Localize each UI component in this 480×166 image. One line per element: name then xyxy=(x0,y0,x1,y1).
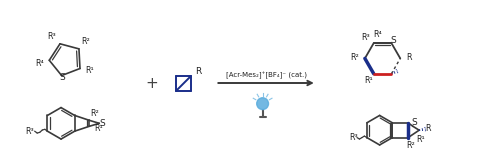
Text: [Acr-Mes₂]⁺[BF₄]⁻ (cat.): [Acr-Mes₂]⁺[BF₄]⁻ (cat.) xyxy=(226,72,307,79)
Text: R³: R³ xyxy=(350,133,359,142)
Text: R¹: R¹ xyxy=(85,66,94,75)
Text: R²: R² xyxy=(82,38,90,46)
Text: R²: R² xyxy=(90,109,99,118)
Text: S: S xyxy=(99,119,105,128)
Text: R³: R³ xyxy=(48,32,57,41)
Text: R: R xyxy=(425,124,431,133)
Text: R¹: R¹ xyxy=(364,76,373,85)
Text: R: R xyxy=(195,67,202,76)
Text: S: S xyxy=(60,73,65,82)
Text: R⁴: R⁴ xyxy=(373,30,382,39)
Circle shape xyxy=(257,98,268,110)
Text: R³: R³ xyxy=(25,127,34,136)
Text: R: R xyxy=(407,53,412,62)
Text: R⁴: R⁴ xyxy=(35,59,44,68)
Text: R²: R² xyxy=(407,141,416,150)
Text: R³: R³ xyxy=(361,33,370,42)
Text: R¹: R¹ xyxy=(94,124,103,133)
Text: +: + xyxy=(145,76,158,90)
Text: R¹: R¹ xyxy=(417,135,425,144)
Text: R²: R² xyxy=(351,53,360,62)
Text: S: S xyxy=(391,36,396,45)
Text: S: S xyxy=(411,118,417,127)
